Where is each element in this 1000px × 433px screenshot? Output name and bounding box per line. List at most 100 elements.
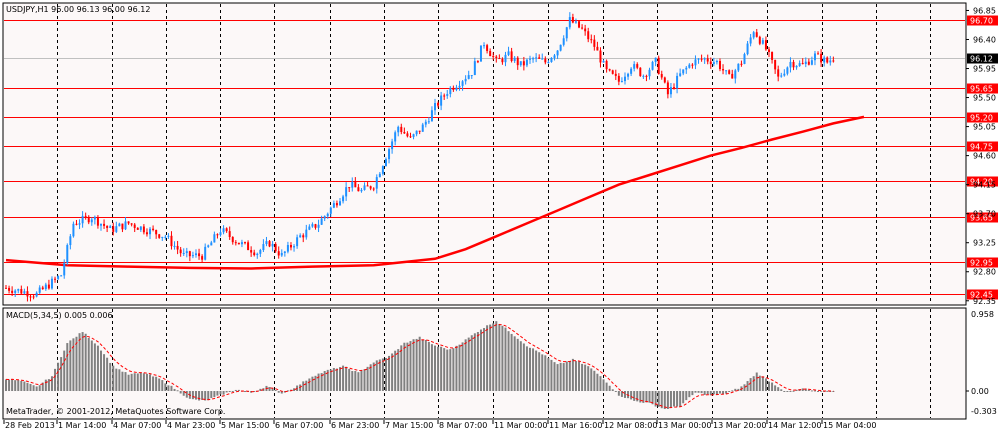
level-price-label: 92.95 bbox=[970, 259, 993, 268]
candle-body bbox=[645, 75, 648, 77]
candle-body bbox=[820, 53, 823, 63]
macd-bar bbox=[14, 380, 17, 392]
macd-bar bbox=[201, 391, 204, 400]
macd-bar bbox=[476, 332, 479, 392]
candle-body bbox=[293, 246, 296, 248]
macd-bar bbox=[75, 336, 78, 392]
candle-body bbox=[280, 252, 283, 256]
candle-body bbox=[78, 223, 81, 225]
candle-body bbox=[728, 70, 731, 74]
candle-body bbox=[587, 31, 590, 40]
candle-body bbox=[541, 58, 544, 60]
macd-bar bbox=[525, 346, 528, 392]
macd-bar bbox=[544, 355, 547, 392]
candle-body bbox=[198, 253, 201, 257]
level-price-label: 92.45 bbox=[970, 291, 993, 300]
level-price-tag bbox=[967, 83, 998, 94]
macd-bar bbox=[458, 344, 461, 392]
macd-bar bbox=[164, 383, 167, 392]
macd-bar bbox=[712, 391, 715, 395]
candle-body bbox=[29, 296, 32, 298]
candle-body bbox=[265, 241, 268, 245]
macd-bar bbox=[23, 381, 26, 392]
time-tick-label: 11 Mar 00:00 bbox=[494, 421, 547, 430]
macd-bar bbox=[167, 385, 170, 392]
candle-body bbox=[124, 221, 127, 230]
macd-bar bbox=[366, 366, 369, 392]
macd-bar bbox=[584, 364, 587, 392]
macd-bar bbox=[198, 391, 201, 401]
macd-bar bbox=[498, 323, 501, 392]
price-panel[interactable] bbox=[2, 2, 967, 306]
macd-bar bbox=[351, 371, 354, 392]
candle-body bbox=[38, 287, 41, 293]
macd-bar bbox=[461, 342, 464, 392]
candle-body bbox=[176, 245, 179, 250]
macd-bar bbox=[381, 358, 384, 392]
candle-body bbox=[400, 126, 403, 133]
macd-bar bbox=[41, 382, 44, 392]
macd-bar bbox=[565, 361, 568, 392]
candle-body bbox=[761, 40, 764, 44]
level-price-label: 94.20 bbox=[970, 178, 993, 187]
candle-body bbox=[528, 58, 531, 60]
moving-average bbox=[5, 115, 865, 270]
macd-bar bbox=[446, 349, 449, 392]
candle-body bbox=[191, 255, 194, 257]
level-price-tag bbox=[967, 212, 998, 223]
macd-bar bbox=[703, 391, 706, 395]
macd-axis-top: 0.958 bbox=[971, 310, 994, 319]
candle-body bbox=[130, 223, 133, 225]
candle-body bbox=[219, 232, 222, 236]
candle-body bbox=[813, 53, 816, 61]
macd-bar bbox=[400, 345, 403, 392]
candle-body bbox=[54, 278, 57, 280]
candle-body bbox=[771, 52, 774, 60]
candle-body bbox=[449, 87, 452, 95]
macd-bar bbox=[807, 389, 810, 392]
macd-bar bbox=[663, 391, 666, 410]
macd-bar bbox=[329, 369, 332, 392]
macd-bar bbox=[547, 358, 550, 392]
macd-bar bbox=[820, 390, 823, 392]
candle-body bbox=[378, 173, 381, 178]
candle-body bbox=[259, 250, 262, 254]
macd-bar bbox=[676, 391, 679, 407]
macd-bar bbox=[752, 376, 755, 392]
candle-body bbox=[145, 232, 148, 235]
candle-body bbox=[118, 223, 121, 227]
candle-body bbox=[308, 226, 311, 230]
candle-body bbox=[357, 187, 360, 192]
candle-body bbox=[87, 216, 90, 223]
candle-body bbox=[461, 81, 464, 86]
candle-body bbox=[522, 61, 525, 66]
macd-signal-line bbox=[5, 323, 834, 409]
candle-body bbox=[204, 246, 207, 260]
candle-body bbox=[424, 121, 427, 125]
macd-bar bbox=[394, 350, 397, 392]
macd-axis-zero: 0.00 bbox=[971, 387, 989, 396]
macd-bar bbox=[130, 373, 133, 392]
macd-bar bbox=[335, 368, 338, 392]
macd-bar bbox=[666, 391, 669, 410]
macd-bar bbox=[725, 391, 728, 394]
candle-body bbox=[611, 70, 614, 74]
macd-bar bbox=[60, 357, 63, 392]
macd-bar bbox=[216, 391, 219, 396]
macd-bar bbox=[161, 380, 164, 392]
macd-bar bbox=[559, 362, 562, 392]
macd-bar bbox=[194, 391, 197, 400]
macd-bar bbox=[299, 384, 302, 392]
candle-body bbox=[332, 203, 335, 208]
candle-body bbox=[201, 256, 204, 260]
time-axis: 28 Feb 2013 1 Mar 14:00 4 Mar 07:00 4 Mar 2… bbox=[3, 420, 876, 430]
macd-bar bbox=[550, 359, 553, 392]
macd-bar bbox=[103, 354, 106, 392]
macd-bar bbox=[84, 333, 87, 392]
macd-bar bbox=[654, 391, 657, 407]
candle-body bbox=[103, 223, 106, 226]
macd-bar bbox=[639, 391, 642, 403]
macd-bar bbox=[415, 338, 418, 392]
